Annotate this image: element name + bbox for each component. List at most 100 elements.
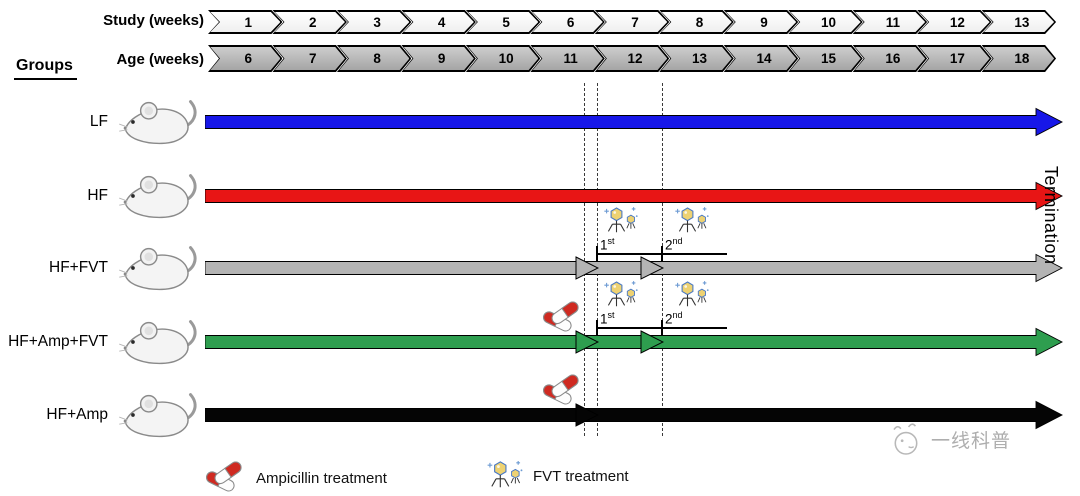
study-week-number: 6 [566, 14, 575, 30]
chevron-fill: 7 [274, 47, 344, 71]
age-week-number: 10 [498, 51, 514, 66]
fvt-phage-icon [674, 206, 710, 237]
fvt-tick-second [661, 320, 663, 336]
study-week-number: 13 [1014, 14, 1030, 30]
study-week-cell: 2 [272, 10, 346, 34]
study-week-cell: 13 [982, 10, 1056, 34]
timeline-arrow-hf-amp-fvt [205, 327, 1063, 357]
chevron-fill: 13 [661, 47, 731, 71]
chevron-fill: 7 [597, 12, 667, 33]
fvt-second-label: 2nd [665, 236, 683, 253]
group-label-hf-amp-fvt: HF+Amp+FVT [8, 333, 108, 350]
watermark: 一线科普 [888, 421, 1011, 457]
age-week-cell: 7 [272, 45, 346, 72]
age-week-cell: 9 [401, 45, 475, 72]
study-week-cell: 1 [208, 10, 282, 34]
study-week-cell: 12 [917, 10, 991, 34]
chevron-fill: 18 [984, 47, 1054, 71]
mid-arrowhead-shape [640, 330, 664, 354]
mid-arrowhead-shape [575, 330, 599, 354]
mouse-icon [118, 169, 206, 224]
fvt-phage-icon [674, 280, 710, 311]
group-label-hf-fvt: HF+FVT [49, 259, 108, 276]
ordinal-suffix: st [607, 310, 615, 320]
timeline-arrow-hf-fvt [205, 253, 1063, 283]
group-label-lf: LF [89, 113, 108, 130]
age-weeks-axis: 6 7 8 9 10 11 12 13 14 15 16 17 18 [208, 45, 1056, 72]
age-week-number: 8 [373, 51, 381, 66]
fvt-phage-icon [486, 460, 524, 492]
study-week-number: 7 [631, 14, 639, 30]
watermark-logo-icon [888, 421, 924, 457]
study-week-cell: 4 [401, 10, 475, 34]
fvt-first-label: 1st [600, 310, 615, 327]
age-week-number: 15 [820, 51, 836, 66]
study-week-cell: 3 [337, 10, 411, 34]
fvt-tick-second [661, 246, 663, 262]
age-week-number: 17 [949, 51, 965, 66]
age-weeks-label: Age (weeks) [116, 51, 204, 68]
age-week-number: 9 [437, 51, 446, 66]
age-week-number: 11 [563, 51, 578, 66]
timeline-arrow-shape [205, 327, 1063, 357]
chevron-fill: 2 [274, 12, 344, 33]
age-week-number: 12 [627, 51, 643, 66]
legend-ampicillin: Ampicillin treatment [201, 460, 387, 496]
study-week-cell: 7 [595, 10, 669, 34]
mouse-icon [118, 315, 206, 370]
timeline-arrow-hf-amp [205, 400, 1063, 430]
age-week-number: 7 [308, 51, 317, 66]
mouse-icon [118, 241, 206, 296]
legend-ampicillin-label: Ampicillin treatment [256, 469, 387, 487]
study-week-cell: 5 [466, 10, 540, 34]
chevron-fill: 8 [661, 12, 731, 33]
ordinal-suffix: nd [672, 310, 683, 320]
mouse-icon [118, 388, 206, 443]
timeline-arrow-hf [205, 181, 1063, 211]
study-week-number: 1 [244, 14, 252, 30]
study-week-cell: 6 [530, 10, 604, 34]
chevron-fill: 9 [726, 12, 796, 33]
study-week-cell: 8 [659, 10, 733, 34]
mid-arrowhead-icon [575, 256, 599, 280]
age-week-cell: 10 [466, 45, 540, 72]
study-week-number: 9 [760, 14, 768, 30]
mid-arrowhead-icon [640, 330, 664, 354]
study-week-number: 4 [437, 14, 446, 30]
groups-label: Groups [14, 57, 77, 80]
dashed-line-amp-end [584, 83, 585, 436]
group-row-hf-amp-fvt: HF+Amp+FVT [0, 312, 1080, 372]
age-week-number: 13 [692, 51, 708, 66]
chevron-fill: 15 [790, 47, 860, 71]
group-label-hf-amp: HF+Amp [46, 406, 108, 423]
group-row-hf-amp: HF+Amp [0, 385, 1080, 445]
ordinal-number: 2 [665, 311, 673, 327]
age-week-number: 6 [244, 51, 252, 66]
chevron-fill: 13 [984, 12, 1054, 33]
chevron-fill: 10 [468, 47, 538, 71]
chevron-fill: 10 [790, 12, 860, 33]
mid-arrowhead-icon [575, 403, 599, 427]
legend-fvt: FVT treatment [486, 460, 629, 492]
ordinal-number: 1 [600, 311, 608, 327]
termination-label: Termination [1041, 166, 1061, 265]
ordinal-number: 1 [600, 237, 608, 253]
chevron-fill: 12 [919, 12, 989, 33]
mouse-icon [118, 95, 206, 150]
study-weeks-label: Study (weeks) [103, 12, 204, 29]
fvt-phage-icon [603, 280, 639, 311]
watermark-text: 一线科普 [931, 430, 1012, 452]
legend-fvt-label: FVT treatment [533, 467, 629, 485]
group-label-hf: HF [87, 187, 108, 204]
chevron-fill: 11 [855, 12, 925, 33]
chevron-fill: 9 [403, 47, 473, 71]
fvt-tick-first [596, 246, 598, 262]
ampicillin-pill-icon [201, 460, 247, 496]
age-week-cell: 12 [595, 45, 669, 72]
ordinal-suffix: nd [672, 236, 683, 246]
fvt-phage-icon [603, 206, 639, 237]
chevron-fill: 8 [339, 47, 409, 71]
study-week-number: 10 [820, 14, 836, 30]
study-week-cell: 11 [853, 10, 927, 34]
